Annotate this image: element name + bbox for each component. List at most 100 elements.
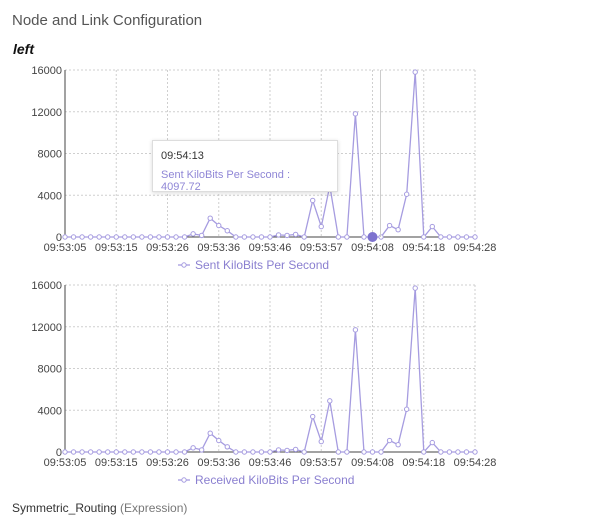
data-point[interactable] [122,449,128,455]
data-point[interactable] [113,234,119,240]
data-point[interactable] [275,232,282,238]
data-point[interactable] [190,445,196,451]
data-point[interactable] [224,444,230,450]
sent-kbps-chart[interactable]: 0 4000 8000 12000 16000 09:53:05 09:53:15 09:53… [0,60,600,275]
data-point[interactable] [87,449,94,455]
data-point[interactable] [164,234,171,240]
data-point[interactable] [463,449,470,455]
data-point[interactable] [463,234,470,240]
data-point[interactable] [429,223,435,230]
data-point[interactable] [190,231,196,237]
data-point[interactable] [327,398,333,404]
data-point[interactable] [87,234,94,240]
data-point[interactable] [386,222,393,229]
data-point[interactable] [156,234,162,240]
data-point[interactable] [335,449,342,455]
data-point[interactable] [130,234,137,240]
data-point[interactable] [318,438,324,445]
data-point[interactable] [446,449,453,455]
data-point[interactable] [378,234,384,240]
data-point[interactable] [181,449,188,455]
data-point[interactable] [378,449,384,455]
data-point[interactable] [96,234,102,240]
data-point[interactable] [139,449,145,455]
data-point[interactable] [267,234,273,240]
data-point[interactable] [455,234,461,240]
data-point[interactable] [369,449,376,455]
data-point[interactable] [79,449,85,455]
data-point[interactable] [105,234,111,240]
data-point[interactable] [250,449,256,455]
data-point[interactable] [181,234,188,240]
data-point[interactable] [472,449,478,455]
data-point[interactable] [96,449,102,455]
data-point[interactable] [438,449,444,455]
data-point[interactable] [62,449,68,455]
data-point[interactable] [198,232,205,239]
data-point[interactable] [472,234,478,240]
data-point[interactable] [207,215,213,221]
data-point[interactable] [292,446,299,453]
data-point[interactable] [386,437,393,444]
data-point[interactable] [258,449,265,455]
data-point[interactable] [250,234,256,240]
data-point[interactable] [70,234,77,240]
data-point[interactable] [198,447,205,453]
data-point[interactable] [301,234,307,240]
data-point[interactable] [301,449,307,455]
data-point[interactable] [207,430,213,436]
data-point[interactable] [70,449,77,455]
data-point[interactable] [241,449,248,455]
data-point[interactable] [224,228,230,234]
data-point[interactable] [267,449,273,455]
data-point[interactable] [455,449,461,455]
data-point[interactable] [233,449,239,455]
data-point[interactable] [284,232,290,239]
data-point[interactable] [361,449,367,455]
data-point[interactable] [275,447,282,453]
data-point[interactable] [412,285,418,291]
data-point[interactable] [318,223,324,230]
chart-legend[interactable]: Sent KiloBits Per Second [178,258,329,272]
data-point[interactable] [395,441,401,448]
data-point[interactable] [395,226,401,233]
data-point[interactable] [352,111,359,117]
data-point[interactable] [284,447,290,454]
footer-property[interactable]: Symmetric_Routing (Expression) [12,501,187,515]
data-point[interactable] [173,234,179,240]
data-point[interactable] [310,413,316,420]
data-point[interactable] [292,231,299,238]
data-point[interactable] [403,191,410,197]
received-kbps-chart[interactable]: 0 4000 8000 12000 16000 09:53:05 09:53:15 09:53… [0,275,600,490]
data-point[interactable] [147,449,154,455]
data-point[interactable] [344,449,350,455]
data-point[interactable] [105,449,111,455]
data-point[interactable] [446,234,453,240]
data-point[interactable] [139,234,145,240]
data-point[interactable] [344,234,350,240]
data-point[interactable] [79,234,85,240]
data-point[interactable] [62,234,68,240]
data-point[interactable] [438,234,444,240]
data-point[interactable] [421,234,427,240]
highlighted-data-point[interactable] [367,232,378,242]
data-point[interactable] [310,197,316,204]
data-point[interactable] [361,234,367,240]
data-point[interactable] [352,327,359,333]
data-point[interactable] [156,449,162,455]
data-point[interactable] [421,449,427,455]
data-point[interactable] [241,234,248,240]
data-point[interactable] [130,449,137,455]
data-point[interactable] [216,222,222,229]
data-point[interactable] [173,449,179,455]
chart-legend[interactable]: Received KiloBits Per Second [178,473,354,487]
data-point[interactable] [258,234,265,240]
data-point[interactable] [412,69,418,75]
data-point[interactable] [403,406,410,412]
data-point[interactable] [429,439,435,446]
data-point[interactable] [113,449,119,455]
data-point[interactable] [122,234,128,240]
data-point[interactable] [233,234,239,240]
data-point[interactable] [164,449,171,455]
data-point[interactable] [335,234,342,240]
